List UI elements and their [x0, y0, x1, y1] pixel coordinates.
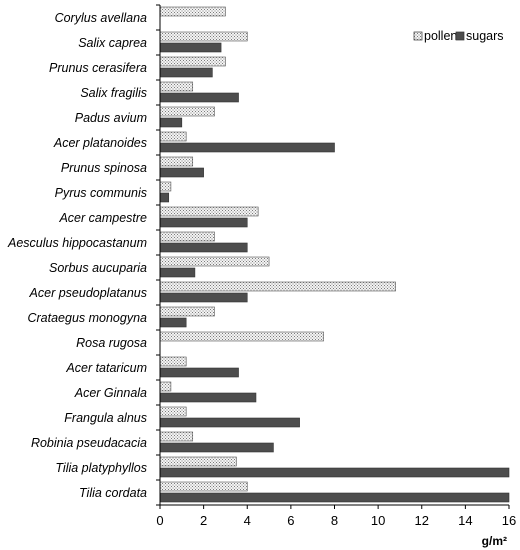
sugars-bar-pyrus-communis: [159, 192, 170, 203]
pollen-bar-acer-tataricum: [159, 356, 187, 367]
sugars-bar-tilia-cordata: [159, 492, 510, 503]
pollen-bar-frangula-alnus: [159, 406, 187, 417]
x-tick-label-2: 2: [200, 513, 207, 528]
pollen-bar-acer-ginnala: [159, 381, 172, 392]
category-label-acer-ginnala: Acer Ginnala: [74, 386, 147, 400]
x-tick-label-6: 6: [287, 513, 294, 528]
category-label-tilia-platyphyllos: Tilia platyphyllos: [55, 461, 147, 475]
sugars-bar-salix-fragilis: [159, 92, 239, 103]
pollen-bar-acer-campestre: [159, 206, 259, 217]
category-label-acer-pseudoplatanus: Acer pseudoplatanus: [29, 286, 147, 300]
x-tick-label-10: 10: [371, 513, 385, 528]
x-tick-label-0: 0: [156, 513, 163, 528]
category-label-acer-platanoides: Acer platanoides: [53, 136, 147, 150]
pollen-bar-aesculus-hippocastanum: [159, 231, 215, 242]
x-tick-label-12: 12: [415, 513, 429, 528]
legend-swatch-sugars: [455, 31, 465, 41]
sugars-bar-acer-ginnala: [159, 392, 257, 403]
plot-area: Corylus avellana Salix caprea Prunus ceras…: [7, 4, 516, 528]
x-tick-label-16: 16: [502, 513, 516, 528]
pollen-bar-pyrus-communis: [159, 181, 172, 192]
sugars-bar-prunus-spinosa: [159, 167, 204, 178]
category-label-acer-tataricum: Acer tataricum: [65, 361, 147, 375]
category-label-prunus-cerasifera: Prunus cerasifera: [49, 61, 147, 75]
sugars-bar-crataegus-monogyna: [159, 317, 187, 328]
category-label-padus-avium: Padus avium: [75, 111, 147, 125]
category-label-salix-fragilis: Salix fragilis: [80, 86, 147, 100]
sugars-bar-sorbus-aucuparia: [159, 267, 196, 278]
pollen-bar-salix-caprea: [159, 31, 248, 42]
category-label-tilia-cordata: Tilia cordata: [79, 486, 147, 500]
sugars-bar-padus-avium: [159, 117, 183, 128]
category-label-prunus-spinosa: Prunus spinosa: [61, 161, 147, 175]
pollen-bar-acer-platanoides: [159, 131, 187, 142]
sugars-bar-acer-campestre: [159, 217, 248, 228]
x-tick-label-8: 8: [331, 513, 338, 528]
sugars-bar-acer-platanoides: [159, 142, 335, 153]
category-label-salix-caprea: Salix caprea: [78, 36, 147, 50]
pollen-bar-padus-avium: [159, 106, 215, 117]
category-label-aesculus-hippocastanum: Aesculus hippocastanum: [7, 236, 147, 250]
pollen-bar-prunus-spinosa: [159, 156, 194, 167]
sugars-bar-tilia-platyphyllos: [159, 467, 510, 478]
pollen-bar-prunus-cerasifera: [159, 56, 226, 67]
sugars-bar-robinia-pseudacacia: [159, 442, 274, 453]
x-axis-unit-label: g/m²: [482, 534, 507, 548]
category-label-crataegus-monogyna: Crataegus monogyna: [27, 311, 147, 325]
category-label-acer-campestre: Acer campestre: [58, 211, 147, 225]
pollen-bar-acer-pseudoplatanus: [159, 281, 396, 292]
pollen-bar-corylus-avellana: [159, 6, 226, 17]
pollen-bar-sorbus-aucuparia: [159, 256, 270, 267]
sugars-bar-prunus-cerasifera: [159, 67, 213, 78]
category-label-pyrus-communis: Pyrus communis: [55, 186, 147, 200]
sugars-bar-acer-tataricum: [159, 367, 239, 378]
pollen-bar-robinia-pseudacacia: [159, 431, 194, 442]
sugars-bar-acer-pseudoplatanus: [159, 292, 248, 303]
sugars-bar-salix-caprea: [159, 42, 222, 53]
pollen-bar-tilia-platyphyllos: [159, 456, 237, 467]
pollen-bar-crataegus-monogyna: [159, 306, 215, 317]
pollen-bar-salix-fragilis: [159, 81, 194, 92]
category-label-robinia-pseudacacia: Robinia pseudacacia: [31, 436, 147, 450]
category-label-rosa-rugosa: Rosa rugosa: [76, 336, 147, 350]
pollen-bar-tilia-cordata: [159, 481, 248, 492]
x-tick-label-4: 4: [244, 513, 251, 528]
x-tick-label-14: 14: [458, 513, 472, 528]
sugars-bar-aesculus-hippocastanum: [159, 242, 248, 253]
sugars-bar-frangula-alnus: [159, 417, 300, 428]
category-label-frangula-alnus: Frangula alnus: [64, 411, 147, 425]
legend-label-pollen: pollen: [424, 29, 457, 43]
legend-label-sugars: sugars: [466, 29, 504, 43]
pollen-bar-rosa-rugosa: [159, 331, 324, 342]
category-label-corylus-avellana: Corylus avellana: [55, 11, 147, 25]
category-label-sorbus-aucuparia: Sorbus aucuparia: [49, 261, 147, 275]
legend: pollen sugars: [413, 29, 504, 43]
legend-swatch-pollen: [413, 31, 423, 41]
